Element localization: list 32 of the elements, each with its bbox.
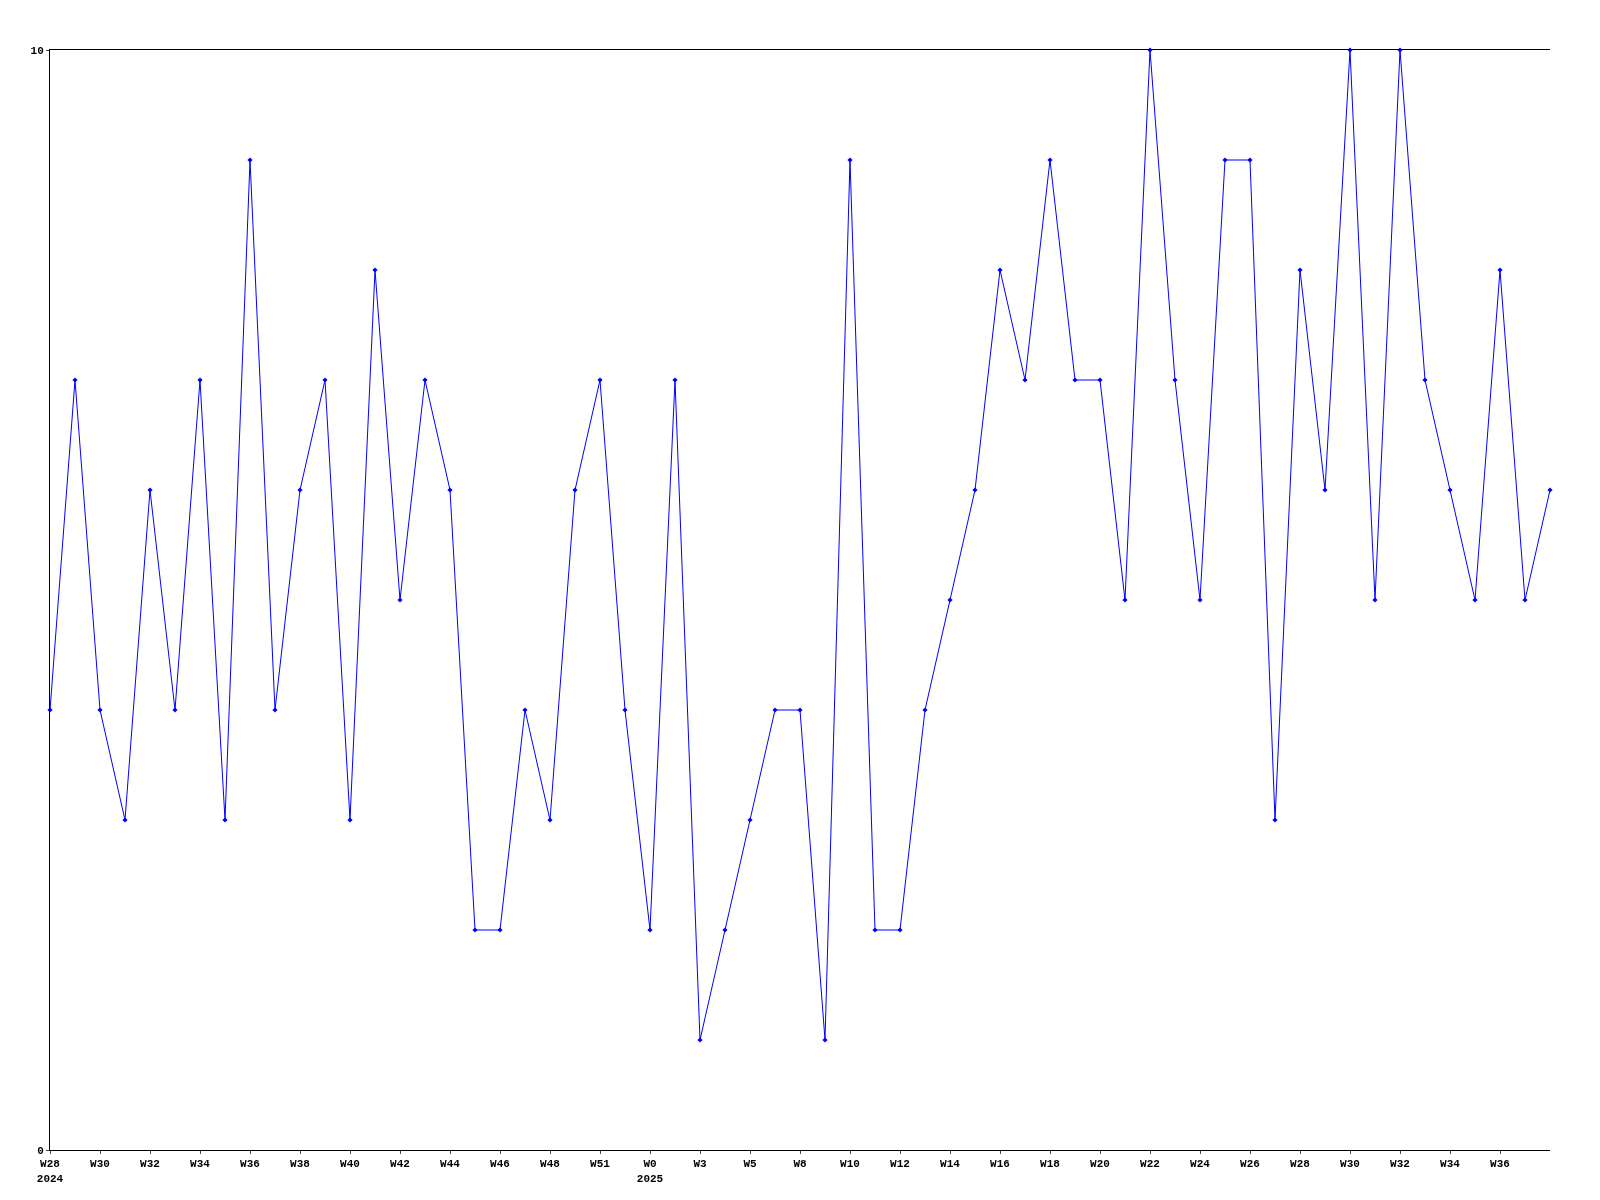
x-tick-label: W34 (190, 1158, 211, 1171)
x-tick-label: W30 (1340, 1158, 1360, 1171)
y-tick-label: 0 (37, 1144, 44, 1157)
x-tick-label: W34 (1440, 1158, 1461, 1171)
x-tick-label: W28 2024 (36, 1158, 64, 1185)
x-tick-label: W44 (440, 1158, 461, 1171)
x-tick-label: W18 (1040, 1158, 1061, 1171)
x-tick-label: W32 (1390, 1158, 1410, 1171)
x-tick-label: W10 (840, 1158, 860, 1171)
x-tick-label: W46 (490, 1158, 510, 1171)
x-tick-label: W40 (340, 1158, 360, 1171)
x-tick-label: W3 (693, 1158, 707, 1171)
x-tick-label: W51 (590, 1158, 611, 1171)
x-tick-label: W24 (1190, 1158, 1211, 1171)
x-tick-label: W38 (290, 1158, 311, 1171)
x-tick-label: W28 (1290, 1158, 1311, 1171)
x-tick-label: W12 (890, 1158, 910, 1171)
x-tick-label: W0 2025 (636, 1158, 664, 1185)
x-tick-label: W30 (90, 1158, 110, 1171)
x-tick-label: W32 (140, 1158, 160, 1171)
x-tick-label: W36 (1490, 1158, 1510, 1171)
x-tick-label: W26 (1240, 1158, 1260, 1171)
y-tick-label: 10 (30, 44, 44, 57)
x-tick-label: W5 (743, 1158, 757, 1171)
x-tick-label: W42 (390, 1158, 410, 1171)
x-tick-label: W14 (940, 1158, 961, 1171)
x-tick-label: W20 (1090, 1158, 1110, 1171)
x-tick-label: W48 (540, 1158, 561, 1171)
x-tick-label: W16 (990, 1158, 1010, 1171)
x-tick-label: W8 (793, 1158, 807, 1171)
x-tick-label: W36 (240, 1158, 260, 1171)
x-tick-label: W22 (1140, 1158, 1160, 1171)
